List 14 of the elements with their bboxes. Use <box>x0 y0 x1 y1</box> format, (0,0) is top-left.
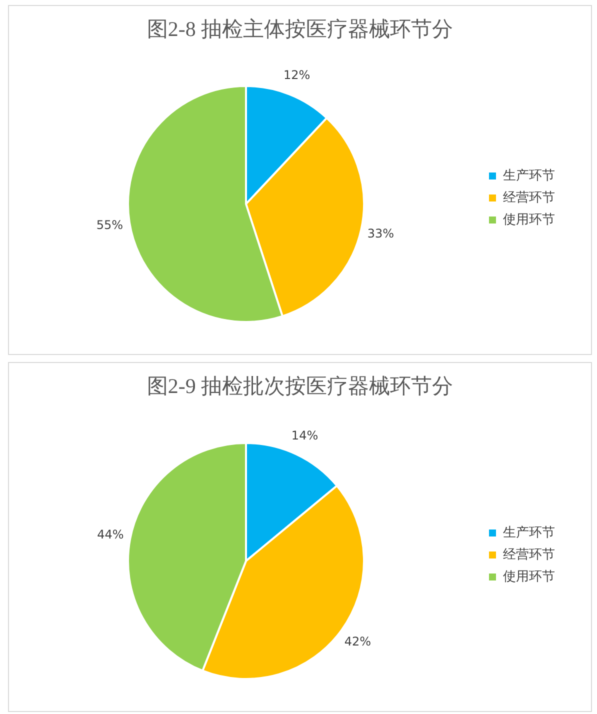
data-label: 33% <box>367 226 394 240</box>
data-label: 14% <box>291 428 318 442</box>
legend-label: 经营环节 <box>503 190 555 206</box>
legend-label: 使用环节 <box>503 570 555 585</box>
data-label: 12% <box>283 68 310 82</box>
legend-label: 使用环节 <box>503 212 555 228</box>
chart-title: 图2-8 抽检主体按医疗器械环节分 <box>146 17 454 41</box>
legend-label: 生产环节 <box>503 168 555 184</box>
chart-title: 图2-9 抽检批次按医疗器械环节分 <box>146 374 454 398</box>
data-label: 42% <box>344 634 371 648</box>
legend-label: 生产环节 <box>503 526 555 541</box>
data-label: 44% <box>97 527 124 542</box>
legend-label: 经营环节 <box>503 548 555 563</box>
data-label: 55% <box>96 218 124 232</box>
